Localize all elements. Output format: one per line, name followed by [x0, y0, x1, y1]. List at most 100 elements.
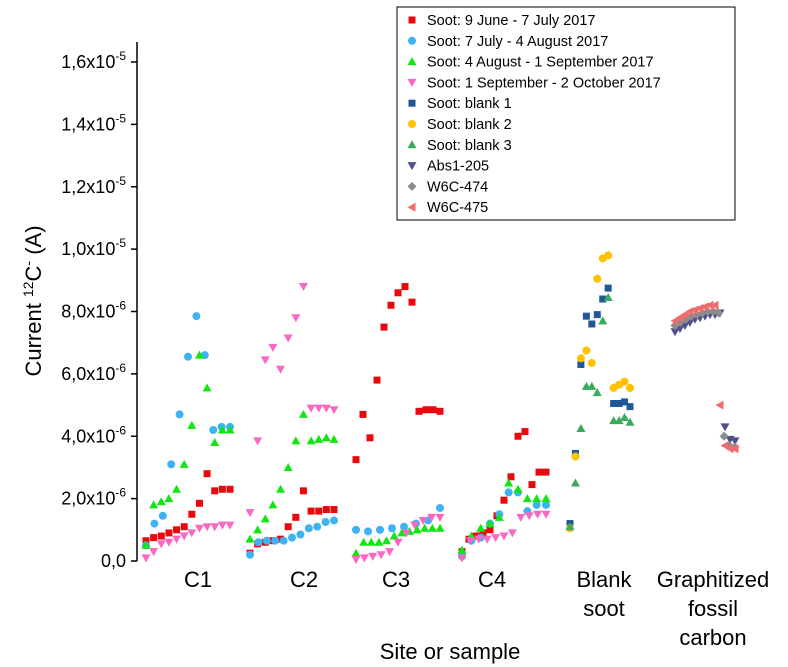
data-point — [719, 431, 729, 441]
data-point — [262, 536, 271, 545]
y-tick-label: 1,0x10-5 — [61, 236, 126, 259]
data-point — [720, 441, 729, 451]
legend-entry-label: Abs1-205 — [427, 159, 489, 175]
data-point — [364, 527, 372, 536]
data-point — [730, 444, 739, 454]
data-point — [203, 470, 211, 478]
legend-entry-label: Soot: 4 August - 1 September 2017 — [427, 55, 654, 71]
data-point — [494, 512, 504, 521]
legend-marker — [407, 57, 417, 66]
data-point — [192, 312, 201, 321]
x-axis-title: Site or sample — [380, 639, 521, 664]
data-point — [268, 500, 278, 509]
data-point — [418, 516, 428, 525]
y-axis-title-prefix: Current — [21, 297, 46, 376]
legend-entry-label: Soot: blank 2 — [427, 117, 512, 133]
data-point — [149, 548, 159, 557]
data-point — [141, 554, 151, 563]
data-point — [542, 468, 550, 476]
data-point — [366, 537, 376, 546]
data-point — [570, 478, 580, 487]
data-point — [504, 488, 513, 497]
data-point — [225, 425, 235, 434]
data-point — [149, 500, 159, 509]
data-point — [276, 365, 286, 374]
data-point — [620, 377, 629, 386]
data-point — [528, 481, 536, 489]
data-point — [479, 529, 487, 537]
data-point — [321, 433, 331, 442]
data-point — [435, 523, 445, 532]
data-point — [412, 525, 422, 534]
data-point — [322, 506, 330, 514]
y-axis-title-suffix: (A) — [21, 225, 46, 260]
data-point — [380, 323, 388, 331]
data-point — [291, 314, 301, 323]
data-point — [670, 328, 680, 337]
data-point — [730, 437, 740, 446]
data-point — [306, 404, 316, 413]
data-point — [705, 300, 714, 310]
data-point — [415, 407, 423, 415]
data-point — [366, 434, 374, 442]
data-point — [532, 500, 541, 509]
data-point — [695, 303, 704, 313]
legend-entry-label: W6C-474 — [427, 179, 488, 195]
category-label: Graphitized — [657, 567, 770, 592]
data-point — [167, 460, 176, 469]
data-point — [486, 526, 494, 534]
y-tick-label: 6,0x10-6 — [61, 361, 126, 384]
y-axis-title-sup: 12 — [20, 281, 36, 297]
data-point — [217, 425, 227, 434]
data-point — [351, 548, 361, 557]
data-point — [142, 537, 150, 545]
data-point — [150, 519, 159, 528]
data-point — [422, 406, 430, 414]
data-point — [172, 535, 182, 544]
data-point — [457, 554, 467, 563]
data-point — [374, 537, 384, 546]
data-point — [389, 531, 399, 540]
data-point — [368, 552, 378, 561]
data-point — [582, 312, 590, 320]
legend-marker — [407, 78, 417, 87]
data-point — [330, 506, 338, 514]
data-point — [427, 523, 437, 532]
data-point — [164, 538, 174, 547]
data-point — [535, 468, 543, 476]
data-point — [401, 283, 409, 291]
data-point — [482, 535, 492, 544]
data-point — [314, 434, 324, 443]
data-point — [284, 523, 292, 531]
data-point — [587, 381, 597, 390]
data-point — [202, 523, 212, 532]
data-point — [385, 548, 395, 557]
data-point — [387, 301, 395, 309]
data-point — [410, 521, 420, 530]
y-tick-label: 1,2x10-5 — [61, 174, 126, 197]
data-point — [330, 516, 338, 525]
y-axis-ticks: 0,0 2,0x10-6 4,0x10-6 6,0x10-6 8,0x10-6 1,0x1… — [61, 49, 137, 571]
data-point — [626, 403, 634, 411]
data-point — [714, 308, 724, 318]
data-point — [382, 536, 392, 545]
data-point — [507, 529, 517, 538]
data-point — [571, 452, 580, 461]
category-label: fossil — [688, 596, 738, 621]
data-point — [179, 532, 189, 541]
data-point — [245, 534, 255, 543]
data-point — [507, 473, 515, 481]
data-point — [504, 478, 514, 487]
data-point — [376, 525, 384, 534]
data-point — [253, 437, 263, 446]
data-point — [500, 496, 508, 504]
legend-marker — [408, 16, 416, 24]
data-point — [351, 555, 361, 564]
data-point — [599, 295, 607, 303]
data-point — [292, 513, 300, 521]
data-point — [680, 310, 689, 320]
data-point — [321, 404, 331, 413]
data-point — [397, 528, 407, 537]
data-point — [715, 400, 724, 410]
data-point — [429, 406, 437, 414]
